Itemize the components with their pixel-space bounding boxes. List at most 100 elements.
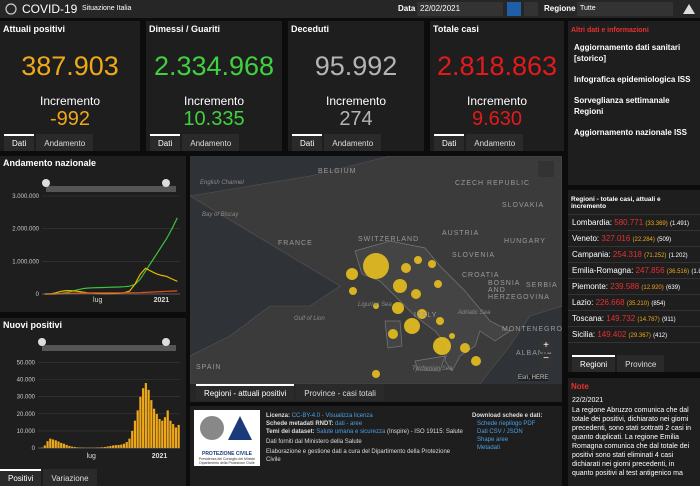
bar [71, 446, 74, 448]
tab[interactable]: Dati [434, 134, 465, 151]
chart: Nuovi positivi 0 10.000 20.000 30.000 40.000 5… [3, 320, 180, 460]
increment-value: 274 [339, 108, 373, 130]
y-tick-label: 0 [36, 292, 40, 298]
clock-button[interactable] [524, 2, 538, 16]
download-link[interactable]: Dati CSV / JSON [477, 429, 523, 435]
bar [177, 424, 180, 448]
bar [169, 420, 172, 448]
region-row: Lazio: 226.668 (35.210) (854) [568, 295, 700, 311]
links-title: Altri dati e informazioni [571, 27, 649, 34]
info-link[interactable]: Aggiornamento nazionale ISS [574, 128, 687, 137]
tab[interactable]: Province [617, 355, 665, 372]
slider-handle [42, 179, 50, 187]
region-increment: (854) [651, 301, 666, 307]
bar [172, 424, 175, 448]
layers-button[interactable] [538, 161, 554, 177]
x-tick-label: lug [87, 453, 96, 460]
chart-title: Nuovi positivi [3, 320, 62, 330]
bar [166, 410, 169, 448]
bar [46, 441, 49, 448]
region-current: (71.252) [644, 253, 667, 259]
bar [131, 430, 134, 448]
zoom-out[interactable]: − [540, 354, 552, 366]
region-total: 254.318 [612, 250, 642, 259]
logo: PROTEZIONE CIVILE Presidenza del Consigl… [194, 410, 260, 466]
region-select[interactable]: Tutte [577, 2, 673, 16]
country-label: BELGIUM [318, 168, 357, 175]
tab[interactable]: Dati [4, 134, 35, 151]
slider-handle [162, 338, 170, 346]
region-label: Regione [544, 4, 576, 13]
country-label: SWITZERLAND [358, 236, 420, 243]
slider-track [46, 186, 176, 192]
bar [128, 438, 131, 448]
region-increment: (1.491) [670, 221, 690, 227]
region-bubbles [346, 253, 481, 378]
info-link[interactable]: Aggiornamento dati sanitari [storico] [574, 43, 681, 63]
card-tabs: Dati Andamento [150, 134, 240, 151]
card-value: 2.334.968 [153, 51, 275, 81]
download-link[interactable]: Metadati [477, 445, 501, 451]
region-increment: (509) [657, 237, 672, 243]
header: COVID-19 Situazione Italia Data 22/02/20… [0, 0, 700, 18]
increment-label: Incremento [325, 94, 387, 108]
bar [163, 417, 167, 448]
country-label: FRANCE [278, 240, 313, 247]
download-link[interactable]: Schede riepilogo PDF [477, 421, 536, 427]
region-current: (36.516) [666, 269, 690, 275]
themes-link[interactable]: Salute umana e sicurezza [316, 429, 386, 435]
country-label: CZECH REPUBLIC [455, 180, 531, 187]
sea-label: Tyrrhenian Sea [412, 366, 453, 372]
bar [62, 443, 66, 448]
region-row: Toscana: 149.732 (14.787) (911) [568, 311, 700, 327]
tab[interactable]: Province - casi totali [296, 384, 384, 401]
bar [60, 442, 63, 448]
region-current: (29.367) [628, 333, 651, 339]
chart: Andamento nazionale 0 1.000.000 2.000.000 3.… [3, 158, 180, 304]
country-label: ALBANIA [516, 350, 553, 357]
country-label: SERBIA [526, 282, 558, 289]
notes-panel: Note 22/2/2021 La regione Abruzzo comuni… [568, 378, 700, 486]
bar [57, 441, 60, 448]
chart-panel: Nuovi positivi 0 10.000 20.000 30.000 40.000 5… [0, 318, 186, 486]
tab[interactable]: Regioni [572, 355, 616, 372]
app-subtitle: Situazione Italia [82, 5, 132, 12]
tab[interactable]: Andamento [324, 134, 382, 151]
bar [106, 446, 109, 448]
region-name: Piemonte: [572, 282, 609, 291]
tab[interactable]: Variazione [43, 469, 97, 486]
tab[interactable]: Andamento [182, 134, 240, 151]
region-name: Veneto: [572, 234, 600, 243]
rndt-link[interactable]: dati - aree [335, 421, 363, 427]
bar [147, 389, 150, 448]
tab[interactable]: Dati [292, 134, 323, 151]
tab[interactable]: Positivi [0, 469, 42, 486]
license-link[interactable]: CC-BY-4.0 - Visualizza licenza [291, 413, 373, 419]
regions-panel: Regioni - totale casi, attuali e increme… [568, 190, 700, 372]
download: Download schede e dati: Schede riepilogo… [472, 412, 560, 452]
info-link[interactable]: Sorveglianza settimanale Regioni [574, 96, 670, 116]
calendar-button[interactable] [507, 2, 521, 16]
region-current: (14.787) [637, 317, 660, 323]
download-link[interactable]: Shape aree [477, 437, 509, 443]
y-tick-label: 1.000.000 [12, 259, 39, 265]
info-link[interactable]: Infografica epidemiologica ISS [574, 75, 691, 84]
y-tick-label: 0 [32, 446, 36, 452]
y-tick-label: 10.000 [17, 429, 36, 435]
date-input[interactable]: 22/02/2021 [417, 2, 503, 16]
tab[interactable]: Andamento [466, 134, 524, 151]
tab[interactable]: Regioni - attuali positivi [196, 384, 295, 401]
zoom-in[interactable]: + [540, 340, 552, 352]
card-tabs: Dati Andamento [292, 134, 382, 151]
app-title: COVID-19 [22, 2, 78, 16]
bar [155, 413, 158, 448]
tab[interactable]: Andamento [36, 134, 94, 151]
menu-icon[interactable] [4, 2, 18, 16]
card: Dimessi / Guariti 2.334.968 Incremento 10.3… [146, 21, 282, 151]
card-title: Deceduti [291, 24, 330, 34]
tab[interactable]: Dati [150, 134, 181, 151]
country-label: SLOVENIA [452, 252, 496, 259]
slider-track [42, 345, 176, 351]
region-total: 149.732 [606, 314, 636, 323]
